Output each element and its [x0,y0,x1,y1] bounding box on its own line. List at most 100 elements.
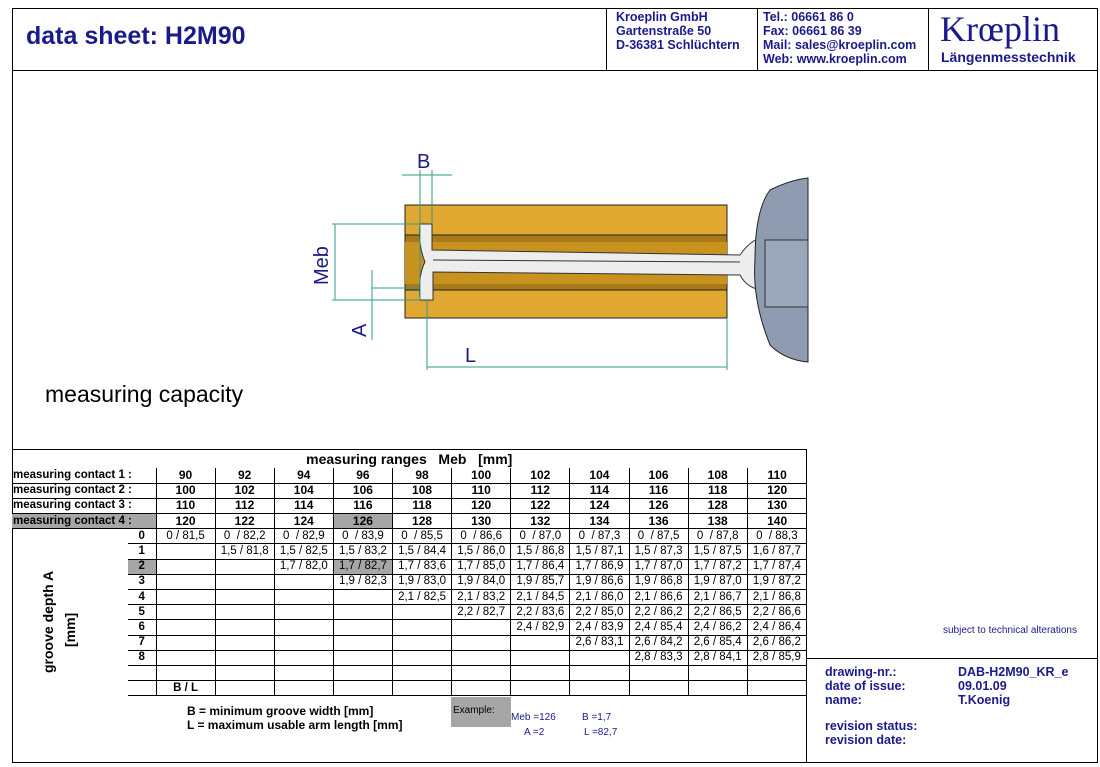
contact-value: 110 [746,468,807,484]
name-label: name: [825,693,862,707]
company-address: Kroeplin GmbH Gartenstraße 50 D-36381 Sc… [616,10,740,52]
range-cell: 1,5 / 83,2 [332,543,393,560]
range-cell [391,619,452,636]
range-cell: 1,9 / 87,2 [746,574,808,591]
company-contact: Tel.: 06661 86 0 Fax: 06661 86 39 Mail: … [763,10,916,66]
example-a: A =2 [524,727,545,738]
contact-value: 136 [628,513,689,530]
range-cell [451,635,511,651]
range-cell [214,650,275,666]
range-cell: 2,6 / 86,2 [746,635,808,651]
notice: subject to technical alterations [943,625,1077,636]
range-cell: 2,2 / 85,0 [569,604,629,621]
range-cell: 1,9 / 85,7 [510,574,570,591]
contact-value: 112 [214,498,275,515]
range-cell [214,574,275,591]
range-cell: 0 / 81,5 [155,528,216,545]
contact-value: 100 [155,483,216,499]
range-cell: 1,7 / 87,2 [687,559,748,575]
contact-value: 112 [510,483,570,499]
depth-value: 2 [128,559,156,575]
label-l: L [465,345,476,367]
range-cell [391,635,452,651]
contact-value: 128 [687,498,748,515]
range-cell: 1,9 / 86,8 [628,574,689,591]
range-cell: 1,7 / 86,9 [569,559,629,575]
contact-value: 118 [391,498,452,515]
range-cell: 1,7 / 87,4 [746,559,808,575]
range-cell: 2,2 / 86,6 [746,604,808,621]
contact-label: measuring contact 3 : [12,498,156,515]
phone: Tel.: 06661 86 0 [763,10,854,24]
contact-value: 138 [687,513,748,530]
groove-depth-label: groove depth A [40,570,56,673]
range-cell: 1,9 / 82,3 [332,574,393,591]
contact-value: 100 [451,468,511,484]
range-cell [273,574,334,591]
info-values: DAB-H2M90_KR_e 09.01.09 T.Koenig [958,665,1068,707]
range-cell: 0 / 87,0 [510,528,570,545]
range-cell [155,635,216,651]
table-title-row: measuring ranges Meb [mm] [12,450,807,468]
row-axis-cell [12,529,128,544]
range-cell [214,559,275,575]
range-cell: 1,7 / 83,6 [391,559,452,575]
range-cell: 2,1 / 83,2 [451,589,511,606]
range-cell: 0 / 83,9 [332,528,393,545]
company-street: Gartenstraße 50 [616,24,712,38]
range-cell [628,665,689,682]
table-row [12,665,808,682]
range-cell [273,665,334,682]
contact-value: 96 [332,468,393,484]
range-cell [510,680,570,697]
range-cell [155,650,216,666]
table-row: 8 2,8 / 83,3 2,8 / 84,1 2,8 / 85,9 [12,650,808,666]
date-label: date of issue: [825,679,906,693]
range-cell: 2,2 / 83,6 [510,604,570,621]
range-cell: 1,7 / 86,4 [510,559,570,575]
range-cell [569,680,629,697]
range-cell [391,650,452,666]
drawing-nr-label: drawing-nr.: [825,665,897,679]
range-cell: 0 / 82,9 [273,528,334,545]
range-cell [155,589,216,606]
range-cell: 1,5 / 82,5 [273,543,334,560]
contact-value: 102 [214,483,275,499]
range-cell [273,635,334,651]
range-cell: 2,6 / 83,1 [569,635,629,651]
range-cell: 2,6 / 85,4 [687,635,748,651]
contact-row: measuring contact 1 :90 92 94 96 98 100 102 104… [12,468,807,484]
range-cell [451,680,511,697]
range-cell [273,619,334,636]
range-cell: 2,2 / 86,5 [687,604,748,621]
range-cell [214,680,275,697]
contact-row: measuring contact 3 :110 112 114 116 118 120 1… [12,498,807,515]
range-cell [746,665,808,682]
depth-value: 4 [128,589,156,606]
range-cell [155,665,216,682]
range-cell [273,604,334,621]
range-cell [391,665,452,682]
table-row: 7 2,6 / 83,1 2,6 / 84,2 2,6 / 85,4 2,6 / 86,… [12,635,808,651]
range-cell [332,680,393,697]
range-cell [155,604,216,621]
range-cell: 2,8 / 84,1 [687,650,748,666]
depth-value [128,680,156,697]
range-cell: B / L [155,680,216,697]
contact-value: 128 [391,513,452,530]
range-cell: 1,9 / 86,6 [569,574,629,591]
range-cell: 1,5 / 84,4 [391,543,452,560]
range-cell: 1,7 / 87,0 [628,559,689,575]
drawing-nr: DAB-H2M90_KR_e [958,665,1069,679]
range-cell: 2,4 / 86,2 [687,619,748,636]
range-cell: 1,9 / 87,0 [687,574,748,591]
range-cell: 2,1 / 84,5 [510,589,570,606]
contact-label: measuring contact 4 : [12,513,156,530]
table-title: measuring ranges Meb [mm] [306,450,513,467]
contact-value: 124 [569,498,629,515]
contact-value: 92 [214,468,275,484]
table-row: 1 1,5 / 81,8 1,5 / 82,5 1,5 / 83,2 1,5 / 84,… [12,543,808,560]
depth-value: 6 [128,619,156,636]
company-name: Kroeplin GmbH [616,10,708,24]
range-cell: 2,4 / 86,4 [746,619,808,636]
